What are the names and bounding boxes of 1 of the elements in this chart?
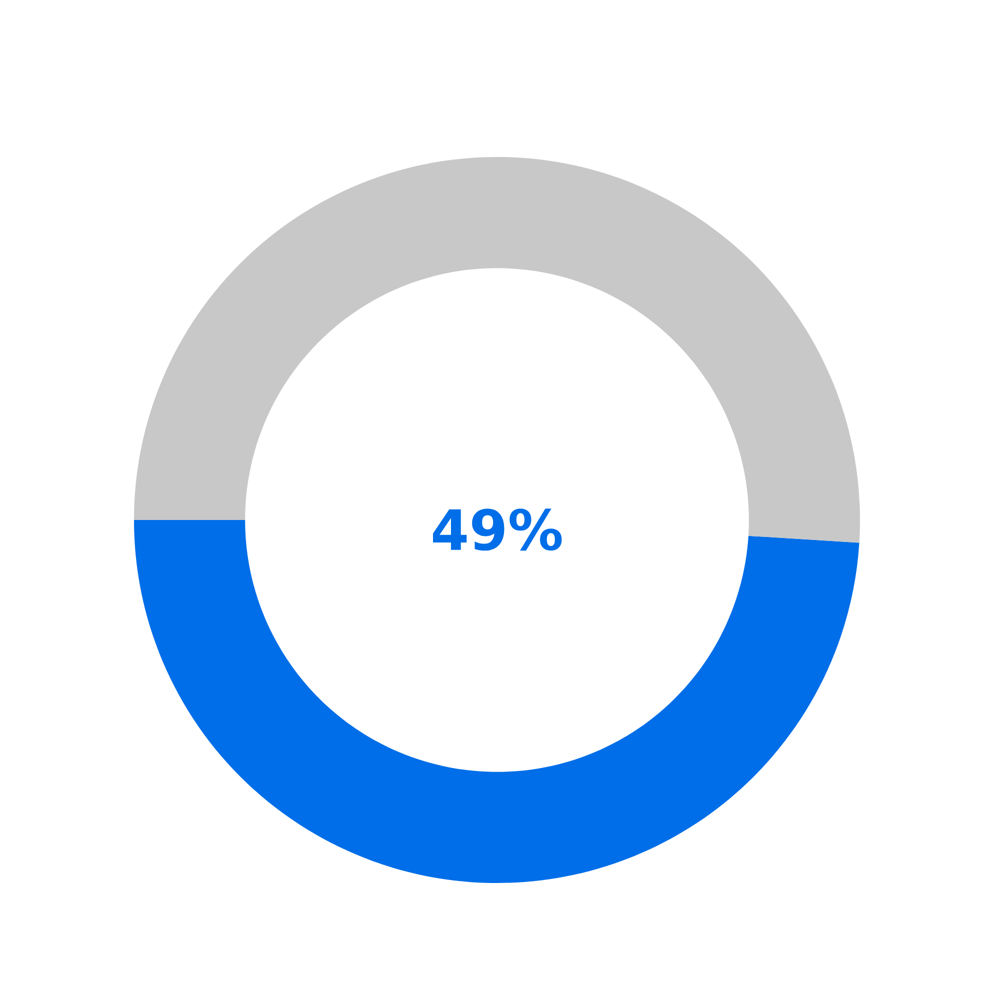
text: 49% (433, 508, 562, 551)
